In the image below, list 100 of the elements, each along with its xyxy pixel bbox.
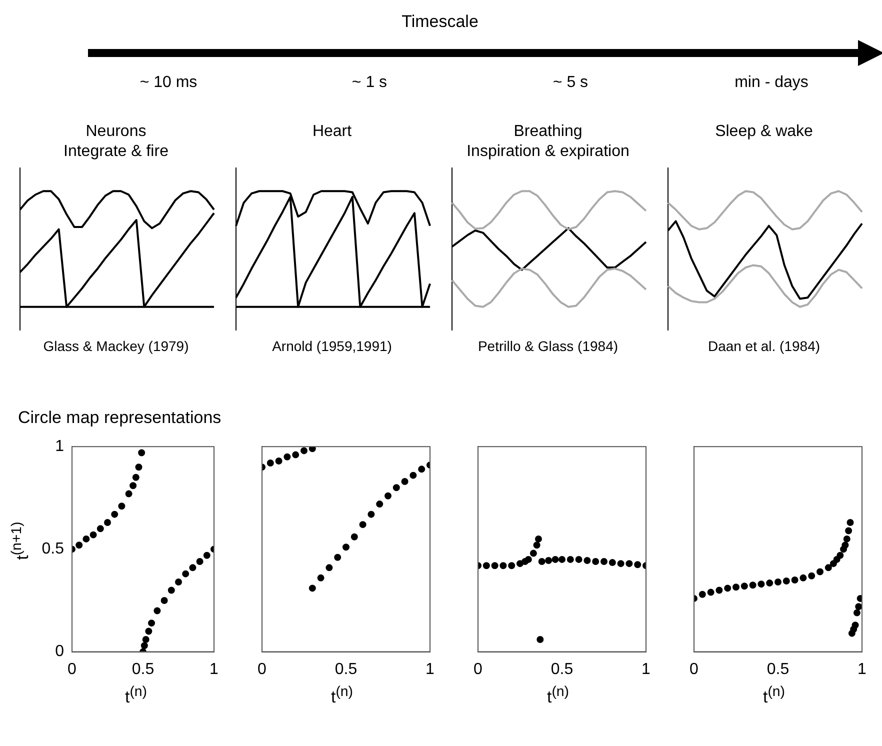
point — [132, 474, 140, 481]
point — [392, 484, 400, 492]
point — [853, 609, 860, 616]
point — [774, 578, 782, 586]
point — [368, 510, 375, 518]
point — [836, 552, 844, 559]
point — [536, 636, 544, 643]
point — [418, 466, 426, 473]
chart-title: Heart — [312, 122, 352, 142]
point — [732, 584, 740, 591]
point — [111, 510, 118, 518]
point — [626, 560, 633, 568]
point — [125, 490, 132, 498]
point — [376, 500, 384, 508]
point — [182, 570, 190, 578]
point — [96, 525, 104, 532]
point — [749, 582, 756, 589]
point — [154, 607, 161, 614]
point — [82, 535, 90, 542]
point — [600, 558, 608, 566]
x-tick-label: 1 — [642, 660, 651, 678]
point — [584, 556, 591, 564]
point — [800, 574, 807, 582]
point — [130, 482, 137, 490]
text: min - days — [734, 74, 810, 92]
point — [300, 447, 308, 454]
point — [203, 552, 210, 559]
x-tick-label: 1 — [858, 660, 867, 678]
x-tick-label: 0.5 — [334, 660, 358, 678]
point — [76, 542, 83, 549]
point — [500, 562, 507, 570]
text: Timescale — [400, 12, 480, 32]
x-tick-label: 0 — [690, 660, 699, 678]
point — [284, 453, 291, 460]
point — [142, 636, 150, 643]
point — [524, 556, 532, 563]
point — [808, 572, 816, 580]
x-axis-title: t$^{(n)}$ — [762, 684, 786, 708]
point — [516, 560, 524, 568]
point — [401, 478, 408, 485]
point — [175, 578, 182, 586]
point — [716, 586, 723, 594]
point — [104, 519, 111, 526]
x-tick-label: 0.5 — [550, 660, 574, 678]
text: Daan et al. (1984) — [708, 338, 820, 354]
y-tick-label: 0.5 — [42, 540, 64, 558]
point — [843, 535, 850, 542]
x-tick-label: 0.5 — [766, 660, 790, 678]
point — [145, 628, 152, 635]
chart-title: Breathing — [514, 122, 582, 142]
point — [140, 642, 148, 650]
point — [758, 580, 765, 588]
point — [608, 559, 616, 566]
x-tick-label: 0 — [258, 660, 267, 678]
text: ~ 10 ms — [138, 74, 198, 92]
point — [592, 558, 600, 566]
point — [538, 558, 546, 566]
text: Arnold (1959,1991) — [272, 338, 392, 354]
point — [350, 533, 358, 540]
x-axis-title: t$^{(n)}$ — [330, 684, 354, 708]
point — [545, 556, 552, 564]
text: ~ 1 s — [350, 74, 388, 92]
x-tick-label: 1 — [210, 660, 219, 678]
point — [359, 521, 366, 528]
x-axis-title: t$^{(n)}$ — [546, 684, 570, 708]
point — [552, 556, 559, 563]
point — [508, 562, 516, 570]
y-tick-label: 0 — [55, 643, 64, 660]
point — [384, 492, 392, 500]
point — [196, 558, 204, 566]
point — [138, 449, 146, 456]
point — [845, 527, 852, 534]
point — [308, 584, 316, 592]
chart-title: Neurons — [86, 122, 146, 142]
point — [90, 531, 97, 538]
point — [842, 542, 849, 549]
point — [482, 562, 490, 570]
point — [634, 561, 642, 568]
point — [707, 588, 714, 596]
chart-subtitle: Inspiration & expiration — [466, 142, 630, 162]
point — [530, 550, 537, 557]
point — [846, 519, 854, 526]
point — [160, 597, 168, 604]
point — [168, 586, 175, 594]
point — [558, 556, 566, 563]
point — [698, 590, 706, 598]
point — [491, 562, 498, 570]
point — [326, 564, 333, 572]
point — [292, 451, 300, 458]
text: ~ 5 s — [552, 74, 590, 92]
y-tick-label: 1 — [55, 438, 64, 456]
point — [855, 603, 862, 610]
point — [275, 457, 282, 464]
point — [266, 460, 274, 467]
text: Circle map representations — [17, 408, 222, 428]
point — [534, 535, 542, 542]
x-tick-label: 0 — [68, 660, 77, 678]
x-tick-label: 0.5 — [132, 660, 154, 678]
point — [410, 472, 417, 479]
chart-subtitle: Integrate & fire — [64, 142, 168, 162]
